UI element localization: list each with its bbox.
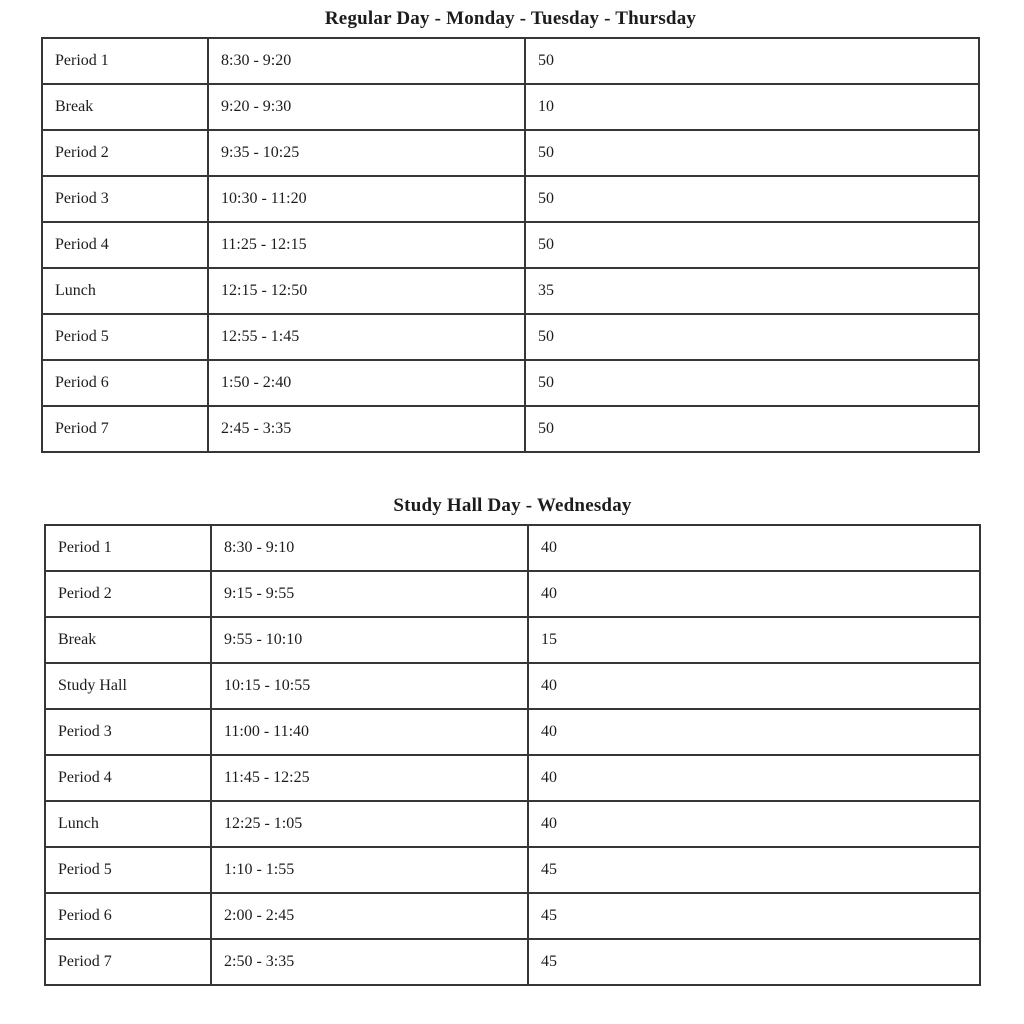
period-name-cell: Period 5 [41, 313, 209, 361]
table-row: Period 4 11:25 - 12:15 50 [41, 221, 980, 269]
regular-day-section: Regular Day - Monday - Tuesday - Thursda… [41, 8, 980, 453]
table-row: Period 6 2:00 - 2:45 45 [44, 892, 981, 940]
time-range-cell: 2:50 - 3:35 [210, 938, 529, 986]
time-range-cell: 8:30 - 9:20 [207, 37, 526, 85]
table-row: Period 2 9:35 - 10:25 50 [41, 129, 980, 177]
table-row: Break 9:20 - 9:30 10 [41, 83, 980, 131]
table-row: Period 3 10:30 - 11:20 50 [41, 175, 980, 223]
time-range-cell: 11:45 - 12:25 [210, 754, 529, 802]
study-hall-day-table: Period 1 8:30 - 9:10 40 Period 2 9:15 - 9:55… [44, 524, 981, 986]
minutes-cell: 40 [527, 524, 981, 572]
period-name-cell: Break [41, 83, 209, 131]
time-range-cell: 9:15 - 9:55 [210, 570, 529, 618]
table-row: Period 5 1:10 - 1:55 45 [44, 846, 981, 894]
minutes-cell: 45 [527, 938, 981, 986]
period-name-cell: Study Hall [44, 662, 212, 710]
time-range-cell: 10:15 - 10:55 [210, 662, 529, 710]
time-range-cell: 2:00 - 2:45 [210, 892, 529, 940]
time-range-cell: 11:25 - 12:15 [207, 221, 526, 269]
minutes-cell: 50 [524, 175, 980, 223]
minutes-cell: 50 [524, 221, 980, 269]
minutes-cell: 50 [524, 405, 980, 453]
minutes-cell: 40 [527, 800, 981, 848]
regular-day-title: Regular Day - Monday - Tuesday - Thursda… [324, 8, 697, 29]
period-name-cell: Period 1 [41, 37, 209, 85]
table-row: Period 4 11:45 - 12:25 40 [44, 754, 981, 802]
minutes-cell: 50 [524, 359, 980, 407]
table-row: Period 5 12:55 - 1:45 50 [41, 313, 980, 361]
minutes-cell: 50 [524, 313, 980, 361]
period-name-cell: Period 7 [41, 405, 209, 453]
time-range-cell: 12:25 - 1:05 [210, 800, 529, 848]
time-range-cell: 9:35 - 10:25 [207, 129, 526, 177]
period-name-cell: Lunch [41, 267, 209, 315]
minutes-cell: 15 [527, 616, 981, 664]
period-name-cell: Period 3 [44, 708, 212, 756]
table-row: Lunch 12:25 - 1:05 40 [44, 800, 981, 848]
time-range-cell: 8:30 - 9:10 [210, 524, 529, 572]
time-range-cell: 12:15 - 12:50 [207, 267, 526, 315]
bell-schedule-document: Regular Day - Monday - Tuesday - Thursda… [41, 8, 981, 986]
period-name-cell: Lunch [44, 800, 212, 848]
study-hall-day-title: Study Hall Day - Wednesday [393, 495, 632, 516]
table-row: Period 1 8:30 - 9:10 40 [44, 524, 981, 572]
table-row: Lunch 12:15 - 12:50 35 [41, 267, 980, 315]
minutes-cell: 50 [524, 37, 980, 85]
time-range-cell: 10:30 - 11:20 [207, 175, 526, 223]
period-name-cell: Period 2 [41, 129, 209, 177]
period-name-cell: Break [44, 616, 212, 664]
table-row: Period 6 1:50 - 2:40 50 [41, 359, 980, 407]
table-row: Period 7 2:50 - 3:35 45 [44, 938, 981, 986]
regular-day-table-body: Period 1 8:30 - 9:20 50 Break 9:20 - 9:30 10 P… [41, 37, 980, 453]
study-hall-day-section: Study Hall Day - Wednesday Period 1 8:30 … [44, 495, 981, 986]
time-range-cell: 1:50 - 2:40 [207, 359, 526, 407]
time-range-cell: 9:55 - 10:10 [210, 616, 529, 664]
period-name-cell: Period 1 [44, 524, 212, 572]
minutes-cell: 40 [527, 754, 981, 802]
period-name-cell: Period 6 [41, 359, 209, 407]
table-row: Period 7 2:45 - 3:35 50 [41, 405, 980, 453]
period-name-cell: Period 6 [44, 892, 212, 940]
period-name-cell: Period 7 [44, 938, 212, 986]
time-range-cell: 2:45 - 3:35 [207, 405, 526, 453]
minutes-cell: 45 [527, 892, 981, 940]
study-hall-day-table-body: Period 1 8:30 - 9:10 40 Period 2 9:15 - 9:55… [44, 524, 981, 986]
table-row: Period 3 11:00 - 11:40 40 [44, 708, 981, 756]
period-name-cell: Period 4 [44, 754, 212, 802]
minutes-cell: 35 [524, 267, 980, 315]
period-name-cell: Period 2 [44, 570, 212, 618]
time-range-cell: 9:20 - 9:30 [207, 83, 526, 131]
table-row: Break 9:55 - 10:10 15 [44, 616, 981, 664]
time-range-cell: 1:10 - 1:55 [210, 846, 529, 894]
time-range-cell: 12:55 - 1:45 [207, 313, 526, 361]
minutes-cell: 40 [527, 570, 981, 618]
period-name-cell: Period 4 [41, 221, 209, 269]
period-name-cell: Period 5 [44, 846, 212, 894]
minutes-cell: 40 [527, 662, 981, 710]
table-row: Period 2 9:15 - 9:55 40 [44, 570, 981, 618]
regular-day-table: Period 1 8:30 - 9:20 50 Break 9:20 - 9:30 10 P… [41, 37, 980, 453]
time-range-cell: 11:00 - 11:40 [210, 708, 529, 756]
minutes-cell: 40 [527, 708, 981, 756]
minutes-cell: 10 [524, 83, 980, 131]
period-name-cell: Period 3 [41, 175, 209, 223]
minutes-cell: 50 [524, 129, 980, 177]
table-row: Period 1 8:30 - 9:20 50 [41, 37, 980, 85]
table-row: Study Hall 10:15 - 10:55 40 [44, 662, 981, 710]
minutes-cell: 45 [527, 846, 981, 894]
